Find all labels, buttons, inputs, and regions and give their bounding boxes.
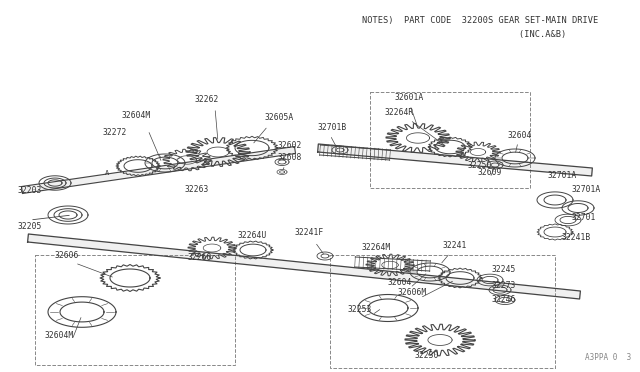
Text: A3PPA 0  3: A3PPA 0 3 xyxy=(585,353,631,362)
Text: 32205: 32205 xyxy=(18,222,42,231)
Text: 32604M: 32604M xyxy=(45,331,74,340)
Text: 32241: 32241 xyxy=(443,241,467,250)
Text: 32264R: 32264R xyxy=(385,108,414,117)
Text: 32253: 32253 xyxy=(348,305,372,314)
Text: 32701: 32701 xyxy=(572,213,596,222)
Text: 32263: 32263 xyxy=(185,185,209,194)
Text: 32264U: 32264U xyxy=(238,231,268,240)
Text: 32241F: 32241F xyxy=(295,228,324,237)
Text: 32602: 32602 xyxy=(278,141,302,150)
Text: 32609: 32609 xyxy=(478,168,502,177)
Polygon shape xyxy=(317,144,593,176)
Text: 32604: 32604 xyxy=(388,278,412,287)
Text: NOTES)  PART CODE  32200S GEAR SET-MAIN DRIVE: NOTES) PART CODE 32200S GEAR SET-MAIN DR… xyxy=(362,16,598,25)
Text: 32601A: 32601A xyxy=(395,93,424,102)
Polygon shape xyxy=(22,147,296,193)
Text: 32701A: 32701A xyxy=(572,185,601,194)
Text: 32246: 32246 xyxy=(492,295,516,304)
Text: (INC.A&B): (INC.A&B) xyxy=(394,29,566,38)
Text: 32701B: 32701B xyxy=(318,123,348,132)
Text: 32273: 32273 xyxy=(492,281,516,290)
Text: 32250: 32250 xyxy=(468,161,492,170)
Text: 32203: 32203 xyxy=(18,186,42,195)
Text: 32260: 32260 xyxy=(188,253,212,262)
Text: A: A xyxy=(105,170,109,176)
Text: 32606M: 32606M xyxy=(398,288,428,297)
Polygon shape xyxy=(28,234,580,299)
Text: 32264M: 32264M xyxy=(362,243,391,252)
Text: 32608: 32608 xyxy=(278,153,302,162)
Text: 32272: 32272 xyxy=(103,128,127,137)
Text: 32604: 32604 xyxy=(508,131,532,140)
Text: 32241B: 32241B xyxy=(562,233,591,242)
Text: 32701A: 32701A xyxy=(548,171,577,180)
Text: 32245: 32245 xyxy=(492,265,516,274)
Text: 32262: 32262 xyxy=(195,95,220,104)
Text: 32606: 32606 xyxy=(55,251,79,260)
Text: 32605A: 32605A xyxy=(265,113,294,122)
Text: 32604M: 32604M xyxy=(122,111,151,120)
Text: 32230: 32230 xyxy=(415,351,440,360)
